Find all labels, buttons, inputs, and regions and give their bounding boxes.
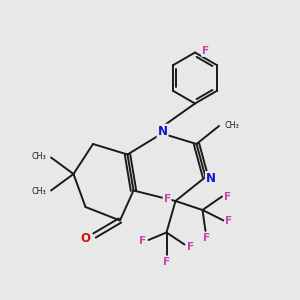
Text: F: F <box>187 242 194 253</box>
Text: F: F <box>203 232 211 243</box>
Text: F: F <box>224 191 231 202</box>
Text: F: F <box>202 46 209 56</box>
Text: CH₃: CH₃ <box>31 187 46 196</box>
Text: O: O <box>80 232 91 245</box>
Text: F: F <box>225 215 233 226</box>
Text: CH₃: CH₃ <box>31 152 46 161</box>
Text: N: N <box>206 172 216 185</box>
Text: F: F <box>139 236 146 247</box>
Text: CH₃: CH₃ <box>224 122 239 130</box>
Text: N: N <box>158 124 168 138</box>
Text: F: F <box>164 194 171 204</box>
Text: F: F <box>163 256 170 267</box>
